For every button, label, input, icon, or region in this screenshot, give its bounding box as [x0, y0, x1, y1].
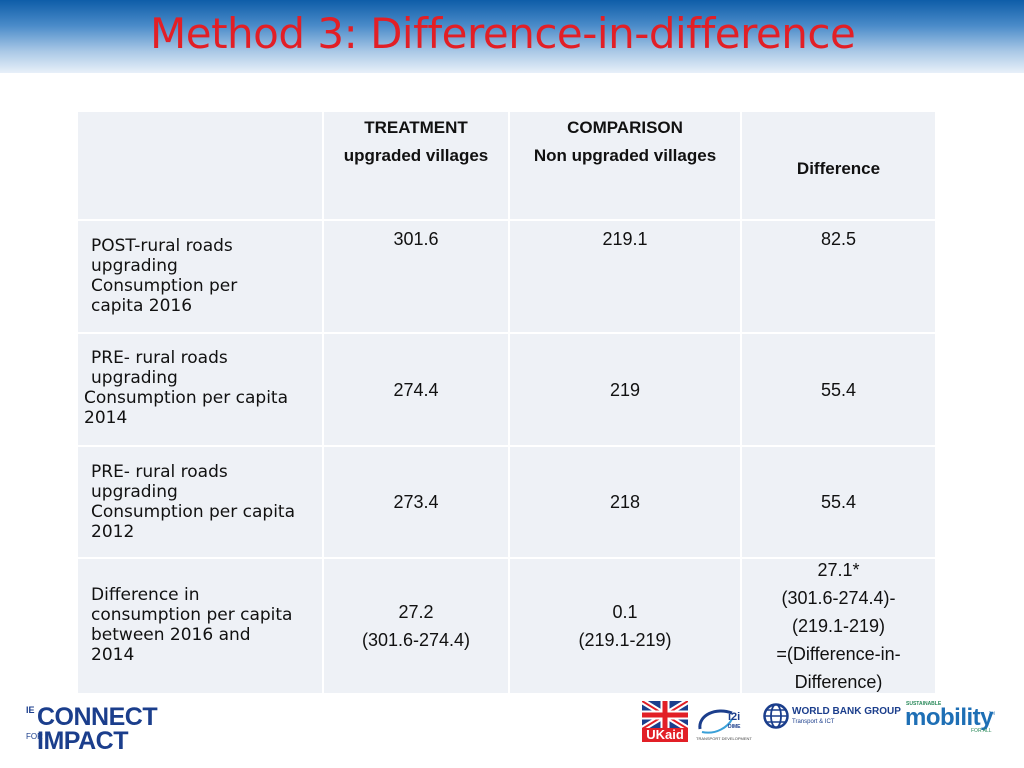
title-bar: Method 3: Difference-in-difference — [0, 0, 1024, 73]
did-table: TREATMENT upgraded villages COMPARISON N… — [78, 112, 935, 697]
cell-value: 274.4 — [393, 379, 439, 400]
mobility-bottom-text: FOR ALL — [971, 728, 992, 734]
cell-value: 273.4 — [393, 492, 439, 512]
row-label-difference: Difference in consumption per capita bet… — [78, 559, 322, 693]
cell-value: 82.5 — [820, 229, 857, 249]
header-treatment-line2: upgraded villages — [343, 146, 489, 165]
ie-connect-for-impact-logo: IE FOR CONNECT IMPACT — [26, 703, 186, 755]
row-label-line: upgrading — [91, 482, 178, 502]
ie-for: FOR — [26, 732, 43, 741]
cell-value: 301.6 — [393, 229, 439, 249]
cell-value: 219.1 — [602, 229, 648, 249]
cell-value: 27.1* — [817, 560, 860, 580]
cell-formula: (219.1-219) — [791, 616, 886, 636]
cell-did-estimate: 27.1* (301.6-274.4)- (219.1-219) =(Diffe… — [742, 559, 935, 693]
swoosh-icon — [698, 709, 733, 734]
dime-text: DIME — [728, 724, 741, 730]
cell-comparison-pre2012: 218 — [510, 447, 740, 557]
cell-formula: Difference) — [794, 672, 883, 692]
row-label-line: upgrading — [91, 368, 178, 388]
cell-comparison-pre2014: 219 — [510, 334, 740, 445]
i2i-dime-logo: i2i DIME TRANSPORT DEVELOPMENT — [696, 703, 754, 747]
cell-value: 55.4 — [820, 379, 857, 400]
row-label-pre-2012: PRE- rural roads upgrading Consumption p… — [78, 447, 322, 557]
cell-formula: =(Difference-in- — [776, 644, 901, 664]
world-bank-name: WORLD BANK GROUP — [792, 706, 901, 717]
i2i-caption: TRANSPORT DEVELOPMENT — [696, 736, 752, 741]
world-bank-group-logo: WORLD BANK GROUP Transport & ICT — [763, 703, 901, 733]
trademark-icon: TM — [989, 711, 995, 716]
cell-formula: (219.1-219) — [578, 630, 672, 650]
sustainable-mobility-logo: SUSTAINABLE mobility TM FOR ALL — [905, 701, 997, 734]
mobility-top-text: SUSTAINABLE — [906, 701, 942, 707]
row-label-line: PRE- rural roads — [91, 462, 228, 482]
row-label-line: 2014 — [84, 408, 128, 428]
mobility-word: mobility — [905, 704, 994, 731]
row-label-line: capita 2016 — [91, 296, 193, 316]
logo-footer: IE FOR CONNECT IMPACT UKaid i2i DIME TRA… — [0, 697, 1024, 768]
header-treatment-line1: TREATMENT — [364, 118, 468, 137]
header-comparison: COMPARISON Non upgraded villages — [510, 112, 740, 219]
row-label-line: Consumption per capita — [91, 502, 295, 522]
row-label-line: between 2016 and — [91, 625, 251, 645]
world-bank-sub: Transport & ICT — [792, 719, 835, 725]
cell-value: 218 — [609, 492, 641, 512]
ie-prefix: IE — [26, 705, 35, 715]
row-label-pre-2014: PRE- rural roads upgrading Consumption p… — [78, 334, 322, 445]
row-label-line: 2012 — [91, 522, 135, 542]
header-comparison-line2: Non upgraded villages — [533, 146, 717, 165]
cell-difference-post: 82.5 — [742, 221, 935, 332]
row-label-line: 2014 — [91, 645, 135, 665]
cell-value: 55.4 — [820, 492, 857, 512]
union-flag-icon — [640, 698, 690, 732]
cell-difference-pre2012: 55.4 — [742, 447, 935, 557]
row-label-line: Consumption per capita — [84, 388, 288, 408]
cell-formula: (301.6-274.4)- — [781, 588, 896, 608]
i2i-mark: i2i DIME — [728, 712, 741, 732]
header-comparison-line1: COMPARISON — [567, 118, 683, 137]
ukaid-wordmark: UKaid — [642, 728, 688, 742]
slide-title: Method 3: Difference-in-difference — [150, 9, 856, 58]
header-difference-label: Difference — [796, 158, 881, 178]
ukaid-logo: UKaid — [640, 698, 690, 751]
ie-connect-word: CONNECT — [37, 703, 158, 731]
globe-icon — [763, 703, 789, 729]
header-treatment: TREATMENT upgraded villages — [324, 112, 508, 219]
ie-impact-word: IMPACT — [37, 727, 128, 755]
row-label-line: consumption per capita — [91, 605, 293, 625]
cell-comparison-post: 219.1 — [510, 221, 740, 332]
cell-value: 27.2 — [398, 602, 434, 622]
row-label-post-2016: POST-rural roads upgrading Consumption p… — [78, 221, 322, 332]
header-difference: Difference — [742, 112, 935, 219]
cell-treatment-pre2012: 273.4 — [324, 447, 508, 557]
row-label-line: PRE- rural roads — [91, 348, 228, 368]
cell-value: 219 — [609, 379, 641, 400]
i2i-text: i2i — [728, 711, 741, 723]
cell-comparison-difference: 0.1 (219.1-219) — [510, 559, 740, 693]
cell-treatment-pre2014: 274.4 — [324, 334, 508, 445]
cell-treatment-difference: 27.2 (301.6-274.4) — [324, 559, 508, 693]
cell-formula: (301.6-274.4) — [361, 630, 471, 650]
row-label-line: upgrading — [91, 256, 178, 276]
header-empty-cell — [78, 112, 322, 219]
cell-difference-pre2014: 55.4 — [742, 334, 935, 445]
row-label-line: POST-rural roads — [91, 236, 233, 256]
cell-value: 0.1 — [612, 602, 638, 622]
cell-treatment-post: 301.6 — [324, 221, 508, 332]
row-label-line: Consumption per — [91, 276, 238, 296]
row-label-line: Difference in — [91, 585, 200, 605]
